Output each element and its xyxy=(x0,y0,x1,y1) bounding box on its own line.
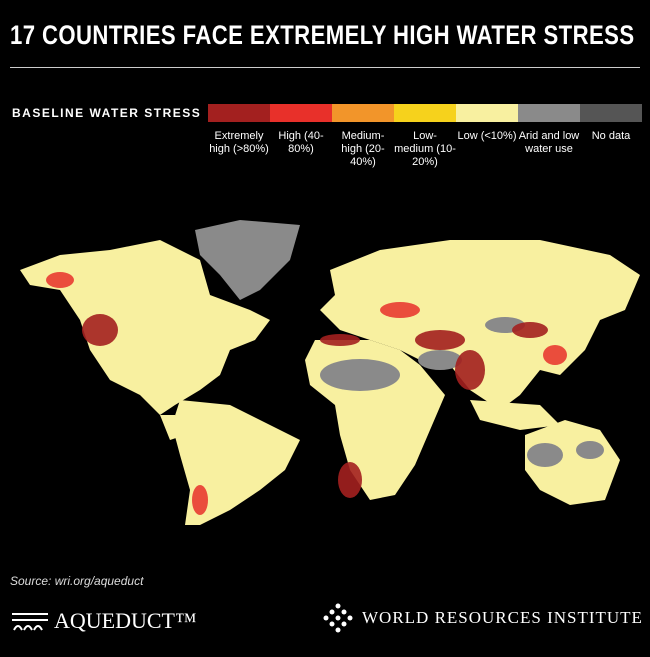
aqueduct-logo: AQUEDUCT™ xyxy=(54,608,197,633)
legend-swatch xyxy=(208,104,270,122)
legend-item: High (40-80%) xyxy=(270,104,332,156)
aqueduct-icon xyxy=(12,613,48,631)
wri-icon xyxy=(323,603,353,633)
legend-label: Extremely high (>80%) xyxy=(209,130,269,155)
legend-label: Arid and low water use xyxy=(518,130,580,155)
legend-item: Arid and low water use xyxy=(518,104,580,156)
legend-swatch xyxy=(456,104,518,122)
legend-item: Low-medium (10-20%) xyxy=(394,104,456,169)
legend-label: Low-medium (10-20%) xyxy=(394,130,456,168)
legend-swatch xyxy=(394,104,456,122)
legend-swatch xyxy=(270,104,332,122)
legend-item: Extremely high (>80%) xyxy=(208,104,270,156)
legend-label: High (40-80%) xyxy=(278,130,324,155)
source: Source: wri.org/aqueduct xyxy=(10,574,144,588)
legend-item: Medium-high (20-40%) xyxy=(332,104,394,169)
rule xyxy=(10,67,640,68)
legend-swatch xyxy=(332,104,394,122)
legend-swatch xyxy=(580,104,642,122)
legend-swatch xyxy=(518,104,580,122)
wri-logo: WORLD RESOURCES INSTITUTE xyxy=(362,608,643,627)
legend-item: No data xyxy=(580,104,642,143)
legend-title: BASELINE WATER STRESS xyxy=(12,106,202,120)
legend-label: Medium-high (20-40%) xyxy=(341,130,385,168)
legend-label: No data xyxy=(591,130,631,142)
legend-label: Low (<10%) xyxy=(457,130,517,142)
world-map xyxy=(20,220,640,525)
legend-item: Low (<10%) xyxy=(456,104,518,143)
title: 17 COUNTRIES FACE EXTREMELY HIGH WATER S… xyxy=(10,20,635,50)
